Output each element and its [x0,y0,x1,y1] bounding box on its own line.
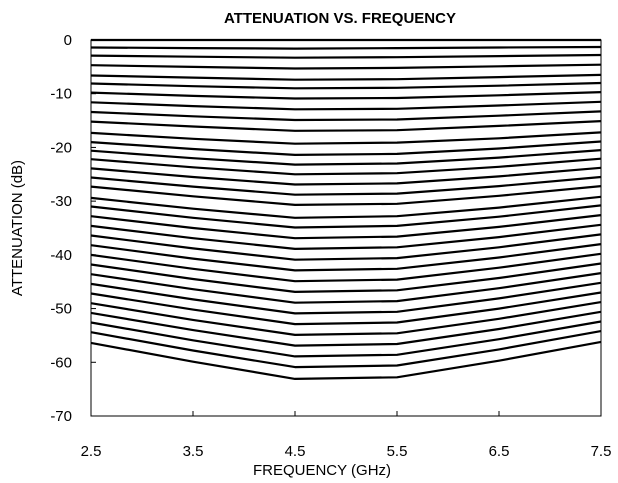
series-layer [90,38,602,380]
attenuation-series-26 [90,272,602,304]
attenuation-series-25 [90,262,602,293]
chart-title: ATTENUATION VS. FREQUENCY [224,10,456,27]
attenuation-series-28 [90,291,602,326]
attenuation-series-19 [90,204,602,229]
attenuation-series-2 [90,45,602,50]
attenuation-series-31 [90,320,602,358]
attenuation-series-8 [90,100,602,111]
attenuation-series-7 [90,91,602,100]
attenuation-series-6 [90,81,602,90]
attenuation-series-23 [90,243,602,272]
attenuation-series-4 [90,63,602,70]
x-tick-label: 4.5 [285,443,306,460]
attenuation-series-11 [90,131,602,145]
y-tick-label: -60 [50,354,72,371]
attenuation-series-9 [90,110,602,122]
plot-frame [90,39,602,417]
x-tick-label: 3.5 [183,443,204,460]
attenuation-series-15 [90,166,602,186]
attenuation-series-17 [90,185,602,206]
attenuation-series-14 [90,157,602,176]
attenuation-series-20 [90,214,602,240]
attenuation-series-30 [90,310,602,347]
y-tick-label: -20 [50,139,72,156]
x-axis-label: FREQUENCY (GHz) [253,462,391,479]
attenuation-series-10 [90,120,602,132]
attenuation-series-29 [90,301,602,336]
y-tick-label: -50 [50,301,72,318]
attenuation-series-18 [90,195,602,219]
attenuation-series-16 [90,175,602,196]
y-tick-label: -30 [50,193,72,210]
attenuation-series-22 [90,233,602,261]
x-tick-label: 2.5 [81,443,102,460]
y-axis-label: ATTENUATION (dB) [9,160,26,296]
attenuation-series-12 [90,140,602,156]
x-tick-label: 6.5 [489,443,510,460]
attenuation-series-33 [90,340,602,380]
attenuation-series-5 [90,73,602,81]
y-tick-label: -10 [50,86,72,103]
attenuation-series-27 [90,281,602,315]
attenuation-series-32 [90,330,602,369]
x-tick-label: 5.5 [387,443,408,460]
x-tick-label: 7.5 [591,443,612,460]
attenuation-series-3 [90,53,602,59]
y-tick-label: -70 [50,408,72,425]
attenuation-series-24 [90,252,602,283]
axes-layer: 0 -10 -20 -30 -40 -50 -60 -70 2.5 3.5 4.5 5.5 6.5 7.5 [50,32,611,460]
attenuation-series-13 [90,149,602,166]
y-tick-label: 0 [64,32,72,49]
y-tick-label: -40 [50,247,72,264]
attenuation-series-21 [90,223,602,250]
